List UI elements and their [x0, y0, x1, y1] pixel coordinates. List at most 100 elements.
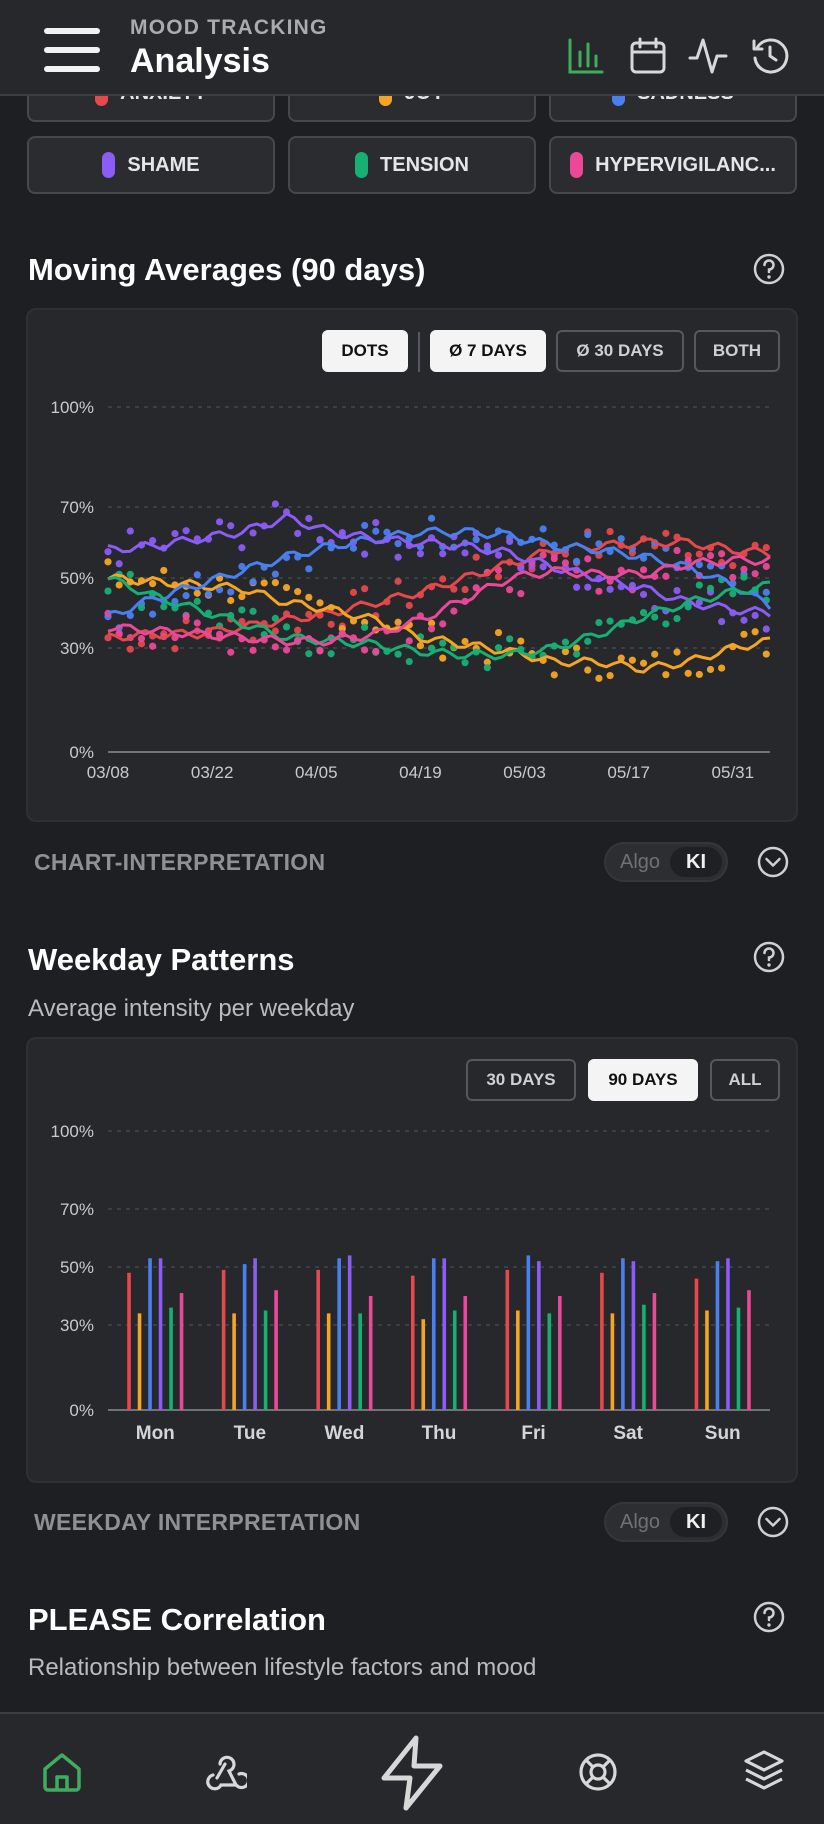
bar [264, 1311, 268, 1411]
home-icon[interactable] [40, 1750, 84, 1794]
data-point [194, 598, 201, 605]
chip-tension[interactable]: TENSION [288, 136, 536, 194]
y-tick-label: 30% [60, 639, 94, 658]
data-point [305, 650, 312, 657]
chevron-down-icon[interactable] [756, 845, 790, 879]
moving-averages-chart: 0%30%50%70%100%03/08 03/22 04/05 04/19 05/03… [28, 310, 798, 820]
data-point [439, 620, 446, 627]
please-correlation-subtitle: Relationship between lifestyle factors a… [28, 1654, 536, 1682]
interpretation-toggle[interactable]: Algo KI [604, 842, 728, 882]
color-dot [570, 152, 583, 178]
data-point [149, 580, 156, 587]
color-dot [102, 152, 115, 178]
data-point [149, 611, 156, 618]
data-point [171, 530, 178, 537]
webhook-icon[interactable] [203, 1750, 247, 1794]
data-point [573, 651, 580, 658]
toggle-algo[interactable]: Algo [620, 851, 660, 874]
bar [316, 1270, 320, 1410]
chevron-down-icon[interactable] [756, 1505, 790, 1539]
x-tick-label: 05/17 [607, 763, 650, 782]
chip-shame[interactable]: SHAME [27, 136, 275, 194]
bar [453, 1311, 457, 1411]
data-point [249, 578, 256, 585]
data-point [506, 635, 513, 642]
y-tick-label: 100% [51, 398, 94, 417]
data-point [495, 644, 502, 651]
data-point [729, 590, 736, 597]
data-point [707, 666, 714, 673]
data-point [238, 606, 245, 613]
help-icon[interactable] [752, 1600, 786, 1634]
toggle-ki[interactable]: KI [670, 847, 722, 877]
data-point [461, 586, 468, 593]
data-point [406, 658, 413, 665]
interpretation-toggle[interactable]: Algo KI [604, 1502, 728, 1542]
data-point [662, 620, 669, 627]
data-point [673, 649, 680, 656]
data-point [673, 615, 680, 622]
data-point [294, 530, 301, 537]
data-point [394, 619, 401, 626]
data-point [439, 639, 446, 646]
data-point [729, 574, 736, 581]
data-point [729, 562, 736, 569]
lightning-icon[interactable] [376, 1734, 448, 1812]
data-point [305, 515, 312, 522]
data-point [763, 563, 770, 570]
menu-icon[interactable] [44, 28, 100, 72]
toggle-algo[interactable]: Algo [620, 1511, 660, 1534]
help-icon[interactable] [752, 940, 786, 974]
data-point [484, 542, 491, 549]
history-icon[interactable] [750, 36, 790, 76]
data-point [740, 631, 747, 638]
data-point [484, 664, 491, 671]
x-tick-label: 04/19 [399, 763, 442, 782]
data-point [707, 552, 714, 559]
chip-hypervigilance[interactable]: HYPERVIGILANC... [549, 136, 797, 194]
data-point [160, 603, 167, 610]
x-tick-label: 05/03 [503, 763, 546, 782]
bar [653, 1293, 657, 1410]
data-point [573, 558, 580, 565]
data-point [149, 643, 156, 650]
data-point [495, 551, 502, 558]
bar [138, 1313, 142, 1410]
category-label: Thu [422, 1423, 457, 1444]
bar-chart-icon[interactable] [566, 36, 606, 76]
y-tick-label: 50% [60, 569, 94, 588]
data-point [595, 588, 602, 595]
y-tick-label: 0% [69, 1401, 94, 1420]
bar [411, 1276, 415, 1410]
lifebuoy-icon[interactable] [576, 1750, 620, 1794]
bar [695, 1279, 699, 1410]
data-point [238, 544, 245, 551]
data-point [372, 648, 379, 655]
data-point [707, 585, 714, 592]
data-point [461, 549, 468, 556]
data-point [595, 619, 602, 626]
calendar-icon[interactable] [628, 36, 668, 76]
y-tick-label: 30% [60, 1316, 94, 1335]
data-point [606, 528, 613, 535]
weekday-interpretation-label: WEEKDAY INTERPRETATION [34, 1509, 361, 1536]
data-point [227, 649, 234, 656]
data-point [763, 589, 770, 596]
data-point [606, 618, 613, 625]
data-point [272, 579, 279, 586]
data-point [763, 625, 770, 632]
bar [642, 1305, 646, 1410]
y-tick-label: 70% [60, 498, 94, 517]
data-point [584, 555, 591, 562]
data-point [718, 618, 725, 625]
chart-interpretation-label: CHART-INTERPRETATION [34, 849, 325, 876]
layers-icon[interactable] [742, 1748, 786, 1794]
data-point [439, 655, 446, 662]
bar [274, 1290, 278, 1410]
data-point [249, 647, 256, 654]
toggle-ki[interactable]: KI [670, 1507, 722, 1537]
pulse-icon[interactable] [688, 36, 728, 76]
data-point [328, 650, 335, 657]
help-icon[interactable] [752, 252, 786, 286]
data-point [473, 536, 480, 543]
